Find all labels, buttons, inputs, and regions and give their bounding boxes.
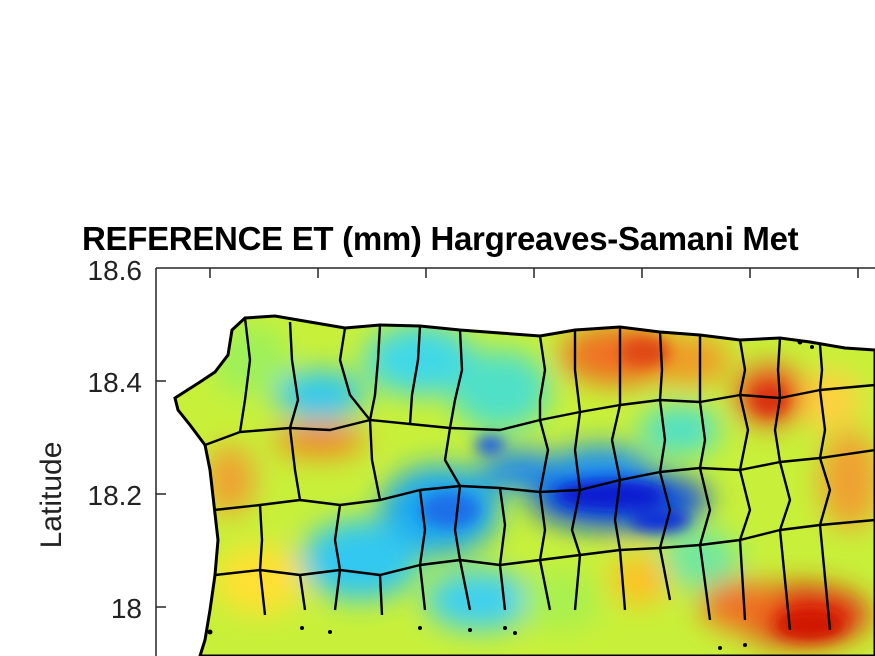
y-tick-label: 18	[110, 593, 142, 624]
et-heatmap	[175, 316, 875, 656]
y-tick-label: 18.2	[87, 480, 143, 511]
y-tick-label: 18.6	[87, 255, 143, 286]
y-tick-label: 18.4	[87, 367, 143, 398]
plot-frame	[155, 267, 875, 656]
coastal-islets	[207, 339, 814, 650]
municipality-boundaries	[204, 317, 875, 631]
chart-title: REFERENCE ET (mm) Hargreaves-Samani Met	[82, 220, 799, 257]
